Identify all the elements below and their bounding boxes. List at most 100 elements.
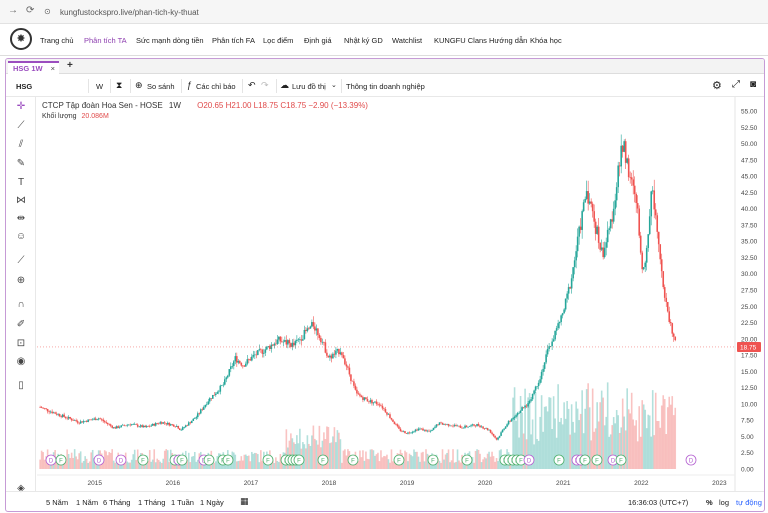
candle-body — [46, 408, 49, 412]
fullscreen-icon[interactable]: ⤢ — [732, 79, 740, 90]
y-tick-label: 5.00 — [741, 434, 754, 441]
candle-body — [482, 426, 484, 429]
nav-guide[interactable]: Hướng dẫn — [489, 36, 528, 45]
volume-bar — [85, 458, 88, 469]
candle-body — [593, 211, 595, 222]
nav-money-flow[interactable]: Sức mạnh dòng tiền — [136, 36, 204, 45]
candle-body — [507, 421, 510, 425]
candle-body — [87, 419, 89, 422]
event-marker — [461, 454, 473, 466]
symbol-search[interactable]: HSG — [16, 82, 33, 91]
candle-body — [162, 422, 165, 424]
site-info-icon[interactable]: ⊙ — [44, 7, 51, 16]
undo-icon[interactable]: ↶ — [248, 80, 256, 90]
candle-body — [177, 425, 180, 429]
settings-gear-icon[interactable]: ⚙ — [712, 80, 722, 92]
candle-body — [618, 165, 621, 167]
redo-icon[interactable]: ↷ — [261, 80, 269, 90]
kungfu-logo-icon[interactable]: ✸ — [10, 28, 32, 50]
interval-button[interactable]: W — [96, 82, 104, 91]
candle-body — [336, 348, 339, 351]
chart-area[interactable]: 55.00 52.50 50.00 47.50 45.00 42.50 40.00 37.50… — [37, 97, 764, 491]
layers-icon[interactable]: ◈ — [17, 483, 25, 494]
pattern-icon[interactable]: ⋈ — [16, 195, 26, 206]
lock-icon[interactable]: ⊡ — [16, 338, 26, 349]
candle-body — [57, 414, 59, 415]
reload-icon[interactable]: ⟳ — [26, 5, 35, 16]
candle-type-icon[interactable]: ⧗ — [116, 80, 123, 90]
nav-home[interactable]: Trang chủ — [40, 36, 74, 45]
compare-plus-icon[interactable]: ⊕ — [135, 80, 143, 90]
nav-journal[interactable]: Nhật ký GD — [344, 36, 383, 45]
url-text[interactable]: kungfustockspro.live/phan-tich-ky-thuat — [60, 8, 199, 17]
trend-line-icon[interactable]: ⟋ — [17, 120, 25, 131]
candle-body — [360, 395, 363, 398]
volume-bar — [423, 461, 426, 469]
candle-body — [414, 429, 417, 432]
emoji-icon[interactable]: ☺ — [15, 231, 27, 242]
range-1w[interactable]: 1 Tuần — [171, 498, 194, 507]
candle-body — [542, 368, 544, 372]
nav-valuation[interactable]: Định giá — [304, 36, 332, 45]
camera-icon[interactable]: ◙ — [750, 79, 757, 90]
range-1y[interactable]: 1 Năm — [76, 498, 99, 507]
auto-toggle[interactable]: tự động — [736, 498, 762, 507]
percent-toggle[interactable]: % — [706, 498, 713, 507]
indicators-button[interactable]: Các chỉ báo — [196, 82, 236, 91]
lock-drawing-icon[interactable]: ✐ — [16, 319, 26, 330]
save-dropdown-chevron-icon[interactable]: ⌄ — [331, 82, 337, 89]
candle-body — [291, 342, 294, 347]
volume-bar — [377, 452, 379, 469]
nav-course[interactable]: Khóa học — [530, 36, 562, 45]
volume-bar — [165, 449, 168, 469]
brush-icon[interactable]: ✎ — [16, 158, 26, 169]
compare-button[interactable]: So sánh — [147, 82, 175, 91]
volume-bar — [105, 451, 107, 469]
nav-clans[interactable]: KUNGFU Clans — [434, 36, 487, 45]
tab-hsg-1w[interactable]: HSG 1W × — [8, 61, 59, 74]
volume-bar — [338, 432, 340, 469]
magnet-icon[interactable]: ∩ — [17, 299, 25, 310]
volume-bar — [148, 450, 151, 469]
volume-bar — [69, 457, 71, 469]
company-info-button[interactable]: Thông tin doanh nghiệp — [346, 82, 425, 91]
nav-fa[interactable]: Phân tích FA — [212, 36, 255, 45]
zoom-in-icon[interactable]: ⊕ — [16, 275, 26, 286]
trash-icon[interactable]: ▯ — [18, 380, 24, 391]
range-6m[interactable]: 6 Tháng — [103, 498, 131, 507]
back-arrow-icon[interactable]: → — [8, 5, 18, 16]
candle-body — [252, 354, 255, 357]
cloud-icon[interactable]: ☁ — [280, 80, 289, 90]
eye-icon[interactable]: ◉ — [16, 356, 26, 367]
indicators-icon[interactable]: ƒ — [187, 80, 193, 90]
nav-filter[interactable]: Lọc điểm — [263, 36, 294, 45]
candle-body — [381, 405, 384, 409]
measure-icon[interactable]: ⇹ — [16, 213, 26, 224]
candle-body — [410, 432, 412, 434]
volume-bar — [600, 390, 603, 469]
save-chart-button[interactable]: Lưu đồ thị — [292, 82, 326, 91]
range-1d[interactable]: 1 Ngày — [200, 498, 224, 507]
crosshair-icon[interactable]: ✛ — [16, 101, 26, 112]
log-toggle[interactable]: log — [719, 498, 730, 507]
tab-close-icon[interactable]: × — [50, 64, 55, 73]
volume-bar — [254, 452, 256, 469]
ruler-icon[interactable]: ⟋ — [17, 255, 25, 266]
range-5y[interactable]: 5 Năm — [46, 498, 69, 507]
add-tab-icon[interactable]: + — [67, 60, 73, 71]
candle-body — [645, 247, 648, 263]
candle-body — [264, 349, 267, 353]
nav-ta[interactable]: Phân tích TA — [84, 36, 127, 45]
candle-body — [160, 422, 163, 424]
text-icon[interactable]: T — [17, 177, 25, 188]
candle-body — [106, 422, 109, 425]
volume-bar — [548, 397, 550, 469]
volume-bar — [239, 460, 241, 469]
candle-body — [49, 411, 52, 413]
price-chart[interactable]: 55.00 52.50 50.00 47.50 45.00 42.50 40.00 37.50… — [37, 97, 764, 491]
volume-bar — [133, 449, 136, 469]
fib-icon[interactable]: ⫽ — [18, 139, 24, 150]
date-range-icon[interactable]: ▦ — [240, 496, 249, 506]
range-1m[interactable]: 1 Tháng — [138, 498, 166, 507]
nav-watchlist[interactable]: Watchlist — [392, 36, 423, 45]
